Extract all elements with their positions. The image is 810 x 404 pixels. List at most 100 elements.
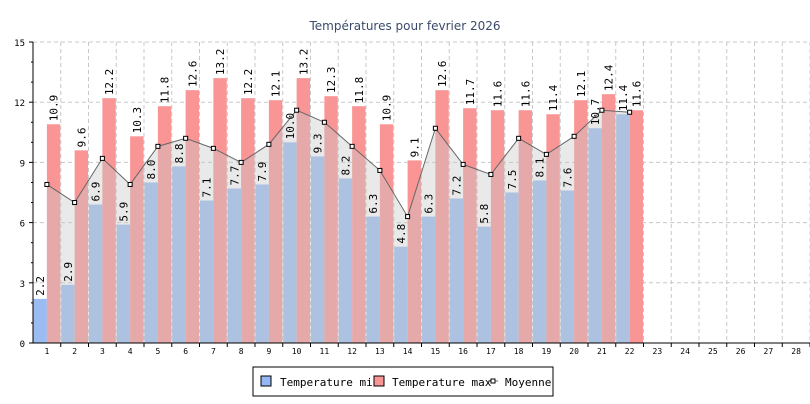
average-marker [155,143,161,149]
legend: Temperature min Temperature max Moyenne [252,366,554,397]
label-min: 2.2 [34,276,47,296]
label-max: 11.6 [630,81,643,108]
legend-swatch-max [373,375,385,387]
average-marker [488,171,494,177]
x-tick-label: 26 [736,347,746,356]
bar-max [241,98,255,343]
bar-min [144,182,158,343]
average-marker [432,125,438,131]
bar-max [268,100,283,344]
y-tick-label: 9 [20,159,25,169]
bar-max [324,96,338,344]
label-min: 7.6 [561,168,574,188]
label-max: 13.2 [297,49,310,76]
bar-max [490,110,505,343]
bar-min [227,188,242,343]
x-tick-label: 5 [155,347,160,356]
x-tick-label: 12 [347,347,357,356]
average-marker [294,107,300,113]
x-tick-label: 18 [514,347,524,356]
bar-min [616,114,630,344]
average-marker [210,145,216,151]
average-fill [46,110,630,343]
label-max: 12.6 [436,61,449,88]
x-tick-label: 10 [292,347,302,356]
bar-min [505,192,519,343]
bar-max [574,100,588,344]
y-tick-label: 6 [20,220,25,230]
bar-min [338,178,353,343]
label-min: 7.1 [201,178,214,198]
x-tick-label: 15 [431,347,441,356]
label-min: 8.1 [534,158,547,178]
average-marker [321,119,327,125]
label-min: 5.8 [478,204,491,224]
bar-min [311,156,325,343]
label-max: 12.1 [270,71,283,98]
bar-max [352,106,366,343]
label-min: 7.7 [228,166,241,186]
bar-max [130,136,144,343]
bar-min [255,184,269,343]
label-min: 4.8 [395,224,408,244]
x-tick-label: 13 [375,347,385,356]
x-tick-label: 4 [128,347,133,356]
bar-min [200,200,214,343]
average-line [46,109,630,218]
average-marker [543,151,549,157]
bar-min [116,224,131,343]
bar-min [89,204,103,343]
legend-swatch-min [260,375,272,387]
x-tick-label: 27 [764,347,774,356]
bar-max [296,78,310,344]
bar-max [546,114,560,344]
grid [33,41,810,343]
x-tick-label: 17 [486,347,496,356]
label-min: 2.9 [62,262,75,282]
x-tick-label: 23 [653,347,663,356]
bar-min [422,216,436,343]
label-max: 9.1 [408,138,421,158]
bar-max [74,150,88,343]
bar-max [601,94,616,343]
average-marker [72,200,78,206]
x-tick-label: 3 [100,347,105,356]
x-tick-label: 2 [72,347,77,356]
average-marker [627,109,633,115]
label-min: 6.9 [90,182,103,202]
x-tick-label: 28 [791,347,801,356]
label-min: 5.9 [117,202,130,222]
x-tick-label: 19 [542,347,552,356]
bar-min [394,246,408,343]
average-marker [460,161,466,167]
bar-max [102,98,116,343]
legend-label-min: Temperature min [280,376,379,389]
bar-min [61,284,75,343]
bar-max [157,106,172,343]
label-max: 11.8 [159,77,172,104]
x-tick-label: 11 [320,347,330,356]
average-marker [571,133,577,139]
bar-max [185,90,199,343]
x-tick-label: 9 [266,347,271,356]
average-marker [349,143,355,149]
x-tick-label: 8 [239,347,244,356]
average-marker [183,135,189,141]
bar-max [435,90,449,343]
bar-min [533,180,547,343]
x-tick-label: 14 [403,347,413,356]
label-min: 6.3 [423,194,436,214]
label-min: 8.2 [339,156,352,176]
bar-min [449,198,464,343]
average-marker [377,167,383,173]
y-tick-label: 15 [14,39,25,49]
label-max: 13.2 [214,49,227,76]
bar-min [172,166,186,343]
y-tick-label: 3 [20,280,25,290]
label-max: 11.6 [492,81,505,108]
bar-max [379,124,394,343]
average-marker [99,155,105,161]
label-max: 11.7 [464,79,477,106]
